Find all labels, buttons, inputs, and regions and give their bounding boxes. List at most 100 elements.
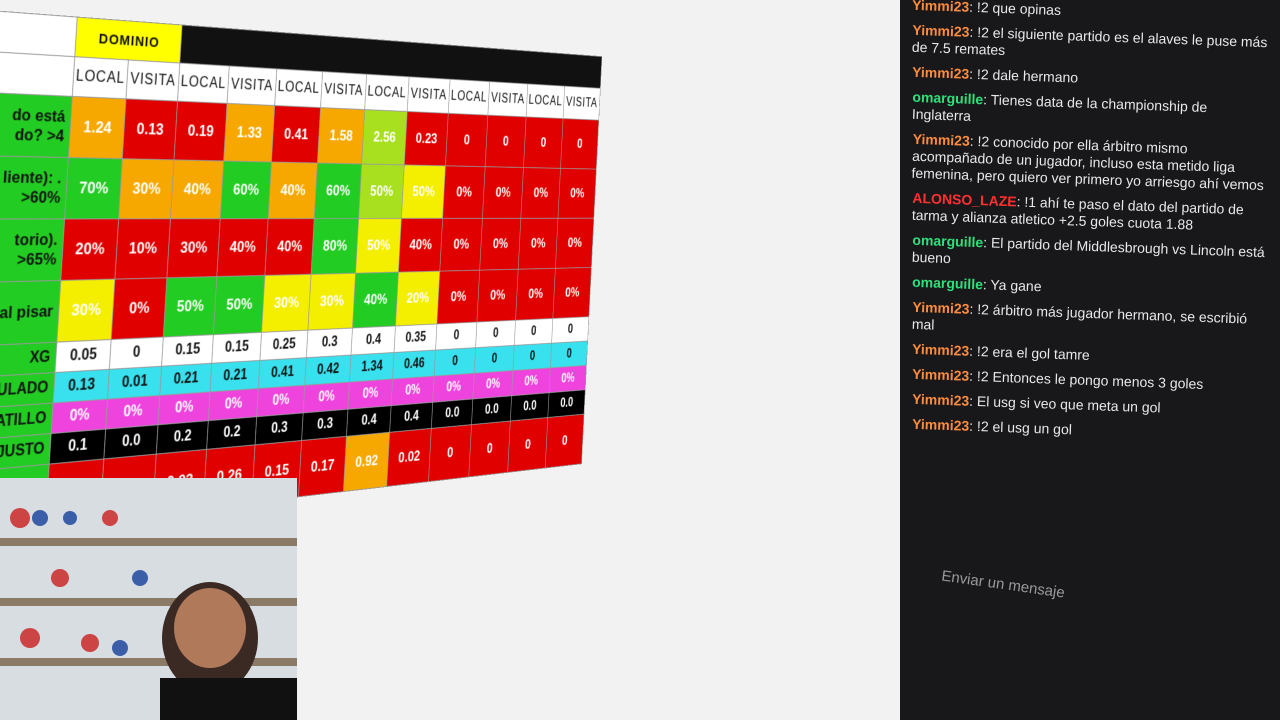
cell: 0% [391,376,435,406]
cell: 0 [551,316,589,344]
column-header: LOCAL [364,74,410,112]
chat-text: Ya gane [990,276,1042,295]
cell: 1.24 [68,96,126,159]
cell: 50% [355,218,402,274]
cell: 0.13 [53,369,110,404]
cell: 0.41 [271,105,321,164]
cell: 30% [261,274,312,333]
cell: 0.02 [386,428,432,487]
chat-user: Yimmi23 [912,130,971,149]
cell: 30% [307,273,356,331]
column-header: LOCAL [448,79,490,116]
cell: 0.42 [304,355,351,386]
chat-text: !2 dale hermano [976,66,1079,86]
cell: 0% [515,268,556,321]
cell: 0.01 [107,366,162,400]
chat-text: !2 era el gol tamre [976,343,1091,363]
cell: 0.0 [510,392,550,422]
cell: 0% [347,379,393,410]
cell: 0.0 [547,389,586,418]
cell: 0% [552,267,592,319]
cell: 60% [220,160,272,219]
cell: 50% [213,275,265,335]
cell: 0 [445,113,488,167]
cell: 0% [111,277,167,340]
cell: 40% [216,218,269,277]
column-header: VISITA [407,76,451,114]
chat-input[interactable]: Enviar un mensaje [940,567,1066,602]
column-header: VISITA [227,65,277,106]
cell: 40% [170,159,224,219]
cell: 0.92 [343,432,390,492]
webcam-scene [0,478,297,720]
column-header: VISITA [487,81,528,117]
cell: 50% [401,164,446,219]
cell: 0% [436,270,480,324]
cell: 0.46 [392,350,436,380]
cell: 0 [468,421,511,477]
cell: 40% [352,272,399,329]
cell: 0 [109,337,164,370]
cell: 0% [208,388,259,421]
cell: 0.35 [394,323,437,353]
cell: 0.0 [471,395,512,425]
row-label: al pisar [0,280,61,347]
row-label: torio). >65% [0,218,65,283]
cell: 20% [60,218,119,281]
chat-text: El usg si veo que meta un gol [976,393,1161,416]
cell: 0 [523,116,564,169]
cell: 0% [442,165,486,219]
cell: 0% [105,395,160,430]
cell: 0 [475,320,516,348]
cell: 0.19 [173,101,228,161]
cell: 0.17 [298,436,347,497]
corner [0,51,75,97]
cell: 0% [479,218,521,271]
column-header: VISITA [563,86,601,121]
cell: 0% [511,367,551,396]
chat-user: Yimmi23 [911,0,970,15]
cell: 1.34 [349,352,395,383]
cell: 0.15 [161,334,214,367]
chat-user: Yimmi23 [912,21,970,40]
cell: 60% [314,163,362,219]
cell: 0% [518,218,558,270]
cell: 0% [51,399,108,434]
cell: 0% [555,218,594,269]
chat-user: omarguille [912,88,984,108]
cell: 0% [256,385,305,417]
column-header: LOCAL [526,83,565,119]
cell: 10% [114,218,171,280]
column-header: LOCAL [72,56,129,99]
cell: 0% [557,168,597,219]
cell: 0.25 [259,330,308,361]
chat-messages: Yimmi23: !2 que opinas Yimmi23: !2 el sig… [900,0,1280,444]
cell: 0% [432,373,475,403]
cell: 0 [545,414,585,469]
cell: 0 [428,424,472,482]
row-label: liente): . >60% [0,155,69,220]
chat-user: omarguille [912,231,984,251]
chat-panel: Yimmi23: !2 que opinas Yimmi23: !2 el sig… [900,0,1280,720]
cell: 0% [303,382,350,413]
chat-text: !2 el usg un gol [976,418,1073,438]
cell: 0% [476,269,519,323]
chat-user: Yimmi23 [911,63,970,82]
chat-user: omarguille [911,273,984,293]
cell: 1.33 [223,103,275,163]
cell: 0% [482,166,524,219]
chat-user: Yimmi23 [911,390,970,409]
sheet: DOMINIO LOCAL VISITA LOCAL VISITA LOCAL VISIT… [0,10,603,538]
column-header: LOCAL [274,68,323,108]
chat-user: Yimmi23 [911,365,970,384]
cell: 0 [485,115,527,168]
cell: 30% [56,279,115,343]
chat-user: Yimmi23 [911,415,970,434]
cell: 0% [520,167,561,219]
cell: 70% [64,157,123,219]
cell: 20% [395,271,440,326]
cell: 0% [549,365,587,393]
column-header: LOCAL [177,63,230,104]
cell: 0.23 [404,111,449,166]
